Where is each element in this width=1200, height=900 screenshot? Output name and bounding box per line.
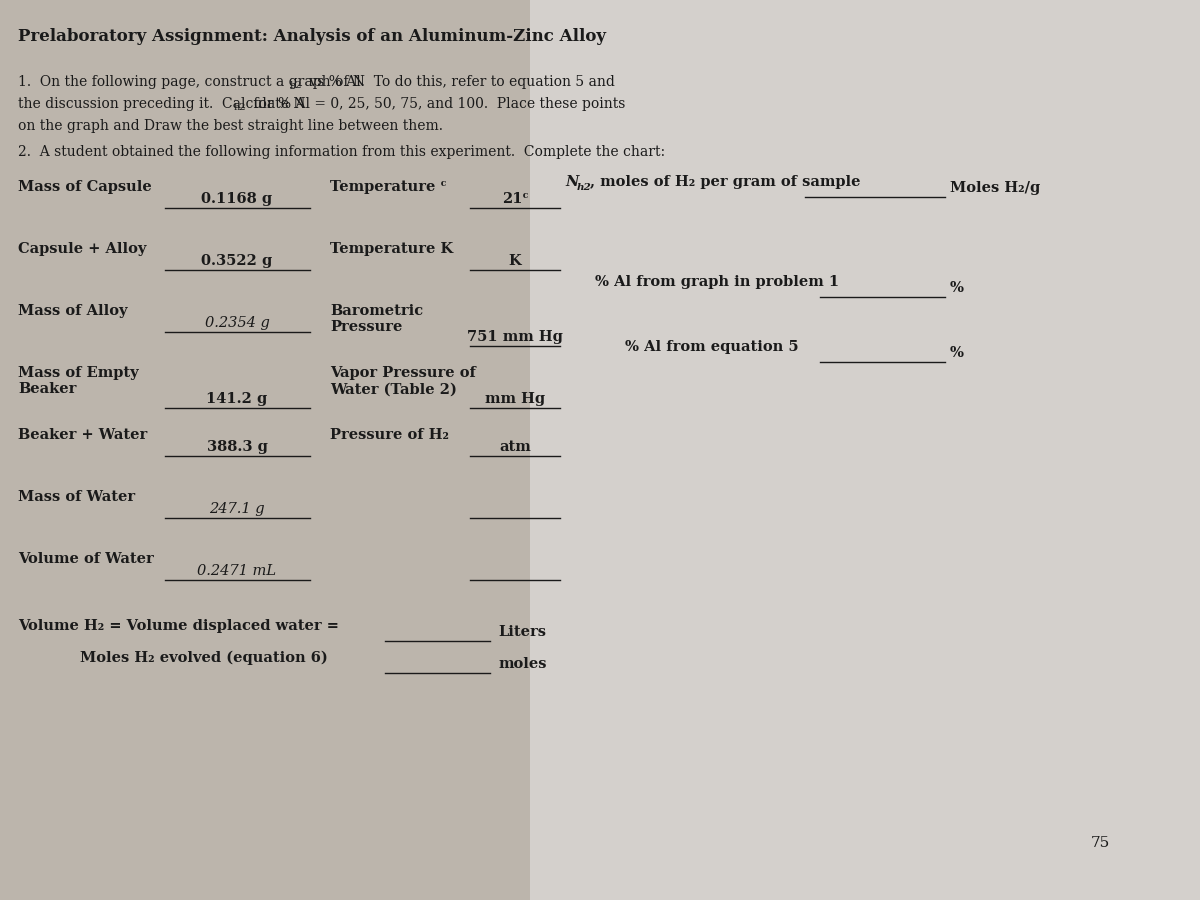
Text: 751 mm Hg: 751 mm Hg bbox=[467, 330, 563, 344]
Text: Volume of Water: Volume of Water bbox=[18, 552, 154, 566]
Text: 75: 75 bbox=[1091, 836, 1110, 850]
Text: h2: h2 bbox=[234, 103, 246, 112]
Text: Moles H₂/g: Moles H₂/g bbox=[950, 181, 1040, 195]
Text: Mass of Water: Mass of Water bbox=[18, 490, 136, 504]
Text: Pressure of H₂: Pressure of H₂ bbox=[330, 428, 449, 442]
Text: Beaker + Water: Beaker + Water bbox=[18, 428, 148, 442]
Text: 0.1168 g: 0.1168 g bbox=[202, 192, 272, 206]
Text: 21ᶜ: 21ᶜ bbox=[502, 192, 528, 206]
Text: h2: h2 bbox=[290, 81, 302, 90]
Text: 0.3522 g: 0.3522 g bbox=[202, 254, 272, 268]
Text: N: N bbox=[565, 175, 578, 189]
Text: K: K bbox=[509, 254, 521, 268]
Text: Mass of Empty
Beaker: Mass of Empty Beaker bbox=[18, 366, 139, 396]
Text: 2.  A student obtained the following information from this experiment.  Complete: 2. A student obtained the following info… bbox=[18, 145, 665, 159]
Text: Vapor Pressure of
Water (Table 2): Vapor Pressure of Water (Table 2) bbox=[330, 366, 476, 396]
Text: atm: atm bbox=[499, 440, 530, 454]
Text: for % Al = 0, 25, 50, 75, and 100.  Place these points: for % Al = 0, 25, 50, 75, and 100. Place… bbox=[250, 97, 625, 111]
Text: Mass of Alloy: Mass of Alloy bbox=[18, 304, 127, 318]
Text: Prelaboratory Assignment: Analysis of an Aluminum-Zinc Alloy: Prelaboratory Assignment: Analysis of an… bbox=[18, 28, 606, 45]
Text: Volume H₂ = Volume displaced water =: Volume H₂ = Volume displaced water = bbox=[18, 619, 338, 633]
Text: 0.2471 mL: 0.2471 mL bbox=[198, 564, 276, 578]
Bar bbox=[530, 0, 1200, 900]
Text: % Al from graph in problem 1: % Al from graph in problem 1 bbox=[595, 275, 839, 289]
Text: moles: moles bbox=[498, 657, 546, 671]
Text: h2: h2 bbox=[577, 183, 592, 192]
Text: 0.2354 g: 0.2354 g bbox=[204, 316, 270, 330]
Text: Barometric
Pressure: Barometric Pressure bbox=[330, 304, 424, 334]
Text: , moles of H₂ per gram of sample: , moles of H₂ per gram of sample bbox=[590, 175, 860, 189]
Text: 247.1 g: 247.1 g bbox=[209, 502, 265, 516]
Text: 388.3 g: 388.3 g bbox=[206, 440, 268, 454]
Text: Liters: Liters bbox=[498, 625, 546, 639]
Text: Capsule + Alloy: Capsule + Alloy bbox=[18, 242, 146, 256]
Text: Temperature ᶜ: Temperature ᶜ bbox=[330, 180, 446, 194]
Text: on the graph and Draw the best straight line between them.: on the graph and Draw the best straight … bbox=[18, 119, 443, 133]
Text: the discussion preceding it.  Calculate N: the discussion preceding it. Calculate N bbox=[18, 97, 306, 111]
Text: Mass of Capsule: Mass of Capsule bbox=[18, 180, 151, 194]
Text: vs % Al.  To do this, refer to equation 5 and: vs % Al. To do this, refer to equation 5… bbox=[305, 75, 614, 89]
Text: Temperature K: Temperature K bbox=[330, 242, 454, 256]
Text: mm Hg: mm Hg bbox=[485, 392, 545, 406]
Text: %: % bbox=[950, 281, 964, 295]
Text: Moles H₂ evolved (equation 6): Moles H₂ evolved (equation 6) bbox=[80, 651, 328, 665]
Text: % Al from equation 5: % Al from equation 5 bbox=[625, 340, 799, 354]
Text: %: % bbox=[950, 346, 964, 360]
Text: 141.2 g: 141.2 g bbox=[206, 392, 268, 406]
Bar bbox=[0, 0, 530, 900]
Text: 1.  On the following page, construct a graph of N: 1. On the following page, construct a gr… bbox=[18, 75, 365, 89]
